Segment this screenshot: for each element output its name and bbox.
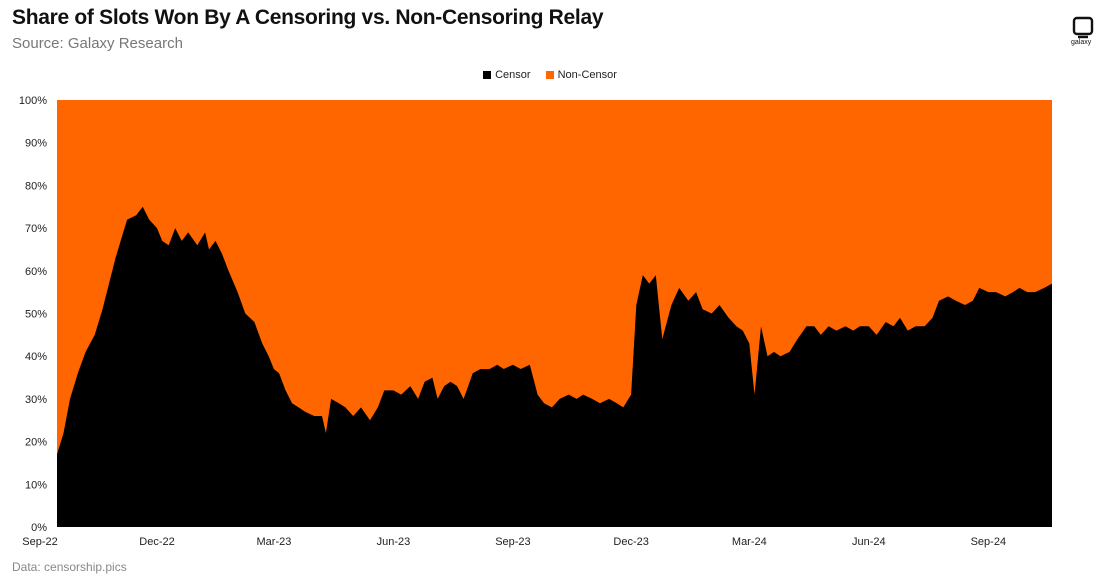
x-tick-label: Sep-22 xyxy=(22,536,57,548)
x-tick-label: Jun-24 xyxy=(852,536,886,548)
y-tick-label: 90% xyxy=(25,138,47,150)
x-tick-label: Jun-23 xyxy=(377,536,411,548)
legend-swatch-censor xyxy=(483,71,492,79)
y-tick-label: 30% xyxy=(25,394,47,406)
x-tick-label: Sep-23 xyxy=(495,536,530,548)
x-tick-label: Dec-23 xyxy=(613,536,648,548)
series-area-censor xyxy=(57,206,1052,528)
y-axis: 0% 10% 20% 30% 40% 50% 60% 70% 80% 90% 100% xyxy=(19,95,47,534)
plot-area xyxy=(57,100,1052,528)
x-axis: Sep-22 Dec-22 Mar-23 Jun-23 Sep-23 Dec-23 Mar-… xyxy=(22,536,1006,548)
chart-title: Share of Slots Won By A Censoring vs. No… xyxy=(12,6,604,29)
legend-label-censor: Censor xyxy=(495,69,531,81)
galaxy-logo-icon xyxy=(1072,16,1094,39)
chart-subtitle: Source: Galaxy Research xyxy=(12,35,183,52)
legend-item-non-censor: Non-Censor xyxy=(545,69,617,81)
y-tick-label: 10% xyxy=(25,479,47,491)
y-tick-label: 60% xyxy=(25,266,47,278)
x-tick-label: Dec-22 xyxy=(139,536,174,548)
legend-label-non-censor: Non-Censor xyxy=(557,69,617,81)
legend-item-censor: Censor xyxy=(483,69,531,81)
x-tick-label: Mar-24 xyxy=(732,536,767,548)
legend-swatch-non-censor xyxy=(545,71,554,79)
y-tick-label: 80% xyxy=(25,180,47,192)
y-tick-label: 20% xyxy=(25,437,47,449)
y-tick-label: 50% xyxy=(25,309,47,321)
y-tick-label: 0% xyxy=(31,522,47,534)
data-source-note: Data: censorship.pics xyxy=(12,560,127,574)
x-tick-label: Mar-23 xyxy=(257,536,292,548)
y-tick-label: 40% xyxy=(25,351,47,363)
x-tick-label: Sep-24 xyxy=(971,536,1006,548)
y-tick-label: 70% xyxy=(25,223,47,235)
y-tick-label: 100% xyxy=(19,95,47,107)
logo-text: galaxy xyxy=(1071,39,1092,46)
legend: Censor Non-Censor xyxy=(0,69,1100,82)
